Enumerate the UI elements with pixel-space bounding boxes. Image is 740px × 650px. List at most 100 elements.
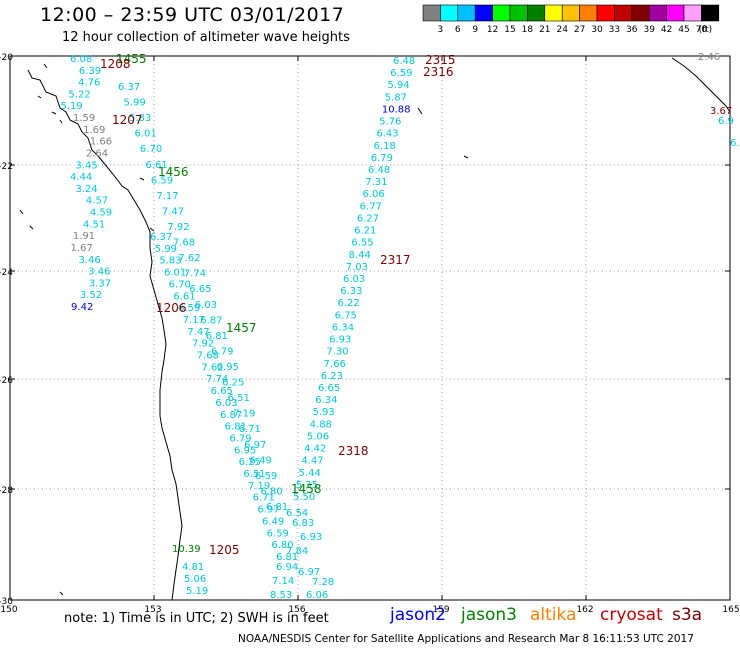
east-track-value: 6.06	[362, 189, 384, 200]
east-track-value: 5.94	[387, 80, 409, 91]
longitude-tick-label: 150	[0, 605, 17, 615]
legend-cryosat: cryosat	[600, 605, 663, 625]
east-track-value: 6.77	[360, 201, 382, 212]
east-track-value: 4.88	[310, 419, 332, 430]
diagonal-track-value: 6.65	[189, 284, 211, 295]
bottom-track-value: 6.93	[300, 532, 322, 543]
coastal-track-value: 4.51	[83, 219, 105, 230]
diagonal-track-value: 6.25	[239, 457, 261, 468]
coastal-track-value: 3.24	[76, 184, 98, 195]
diagonal-track-value: 6.71	[253, 493, 275, 504]
diagonal-track-value: 5.99	[123, 98, 145, 109]
coastal-track-value: 3.45	[75, 160, 97, 171]
longitude-tick-label: 162	[576, 605, 593, 615]
east-track-value: 6.48	[393, 56, 415, 67]
coastal-track-value: 4.76	[78, 78, 100, 89]
colorbar-swatch	[614, 4, 633, 22]
east-track-value: 10.88	[382, 104, 411, 115]
east-track-value: 6.34	[332, 322, 354, 333]
bottom-track-value: 7.28	[312, 577, 334, 588]
colorbar-swatch	[701, 4, 720, 22]
coastal-track-value: 1.67	[71, 243, 93, 254]
diagonal-track-value: 6.59	[151, 175, 173, 186]
diagonal-track-value: 5.83	[159, 256, 181, 267]
east-track-value: 5.35	[296, 480, 318, 491]
bottom-track-value: 7.14	[272, 576, 294, 587]
diagonal-track-value: 6.59	[178, 303, 200, 314]
coastal-track-value: 1.59	[73, 113, 95, 124]
east-track-value: 5.87	[385, 92, 407, 103]
diagonal-track-value: 6.49	[250, 455, 272, 466]
diagonal-track-value: 6.87	[200, 315, 222, 326]
coastal-track-value: 5.19	[60, 101, 82, 112]
bottom-track-value: 10.39	[172, 544, 201, 555]
coastal-track-value: 4.59	[90, 208, 112, 219]
diagonal-track-value: 6.59	[267, 528, 289, 539]
diagonal-track-value: 6.51	[243, 469, 265, 480]
pass-label-1208: 1208	[100, 57, 131, 71]
colorbar-label: 30	[591, 25, 603, 35]
east-track-value: 7.03	[346, 262, 368, 273]
edge-track-value: 6.	[730, 138, 740, 149]
colorbar-label: 6	[455, 25, 461, 35]
diagonal-track-value: 6.01	[164, 268, 186, 279]
east-track-value: 6.03	[343, 274, 365, 285]
latitude-tick-label: -30	[0, 597, 13, 607]
bottom-track-value: 6.54	[286, 508, 308, 519]
diagonal-track-value: 6.71	[239, 424, 261, 435]
diagonal-track-value: 6.70	[140, 144, 162, 155]
pass-label-2318: 2318	[338, 444, 369, 458]
diagonal-track-value: 6.49	[262, 516, 284, 527]
colorbar-swatch	[527, 4, 546, 22]
pass-label-1455: 1455	[116, 52, 147, 66]
colorbar-label: 24	[556, 25, 568, 35]
diagonal-track-value: 7.17	[183, 315, 205, 326]
east-track-value: 7.31	[365, 177, 387, 188]
colorbar-label: 15	[504, 25, 515, 35]
diagonal-track-value: 7.92	[167, 222, 189, 233]
diagonal-track-value: 6.03	[195, 300, 217, 311]
east-track-value: 6.22	[337, 298, 359, 309]
colorbar-label: 42	[661, 25, 672, 35]
colorbar-swatch	[596, 4, 615, 22]
east-track-value: 4.42	[304, 444, 326, 455]
colorbar-swatch	[631, 4, 650, 22]
coastal-track-value: 9.42	[71, 302, 93, 313]
coastline	[19, 57, 731, 601]
diagonal-track-value: 6.80	[271, 540, 293, 551]
diagonal-track-value: 6.59	[255, 471, 277, 482]
island-outline	[29, 225, 34, 230]
bottom-track-value: 5.06	[184, 574, 206, 585]
colorbar-label: 33	[609, 25, 620, 35]
latitude-tick-label: -22	[0, 162, 13, 172]
coastal-track-value: 3.37	[89, 278, 111, 289]
coastal-track-value: 3.46	[88, 267, 110, 278]
edge-track-value: 3.67	[710, 106, 732, 117]
colorbar-swatch	[683, 4, 702, 22]
east-track-value: 6.23	[321, 371, 343, 382]
longitude-tick-label: 159	[432, 605, 449, 615]
diagonal-track-value: 6.95	[234, 445, 256, 456]
diagonal-track-value: 6.81	[225, 422, 247, 433]
longitude-tick-label: 165	[722, 605, 739, 615]
east-track-value: 6.55	[351, 238, 373, 249]
coastal-track-value: 1.66	[90, 137, 112, 148]
bottom-track-value: 5.19	[186, 586, 208, 597]
edge-track-value: 2.46	[698, 52, 720, 63]
diagonal-track-value: 6.80	[261, 486, 283, 497]
diagonal-track-value: 6.70	[169, 279, 191, 290]
diagonal-track-value: 5.99	[155, 244, 177, 255]
diagonal-track-value: 7.68	[197, 351, 219, 362]
diagonal-track-value: 6.81	[276, 552, 298, 563]
bottom-track-value: 7.84	[286, 546, 308, 557]
diagonal-track-value: 5.83	[129, 113, 151, 124]
island-outline	[51, 111, 57, 115]
colorbar-swatch	[509, 4, 528, 22]
map-title: 12:00 – 23:59 UTC 03/01/2017	[40, 4, 345, 26]
diagonal-track-value: 7.47	[187, 327, 209, 338]
diagonal-track-value: 7.19	[233, 409, 255, 420]
longitude-tick-label: 153	[144, 605, 161, 615]
east-track-value: 5.50	[293, 492, 315, 503]
latitude-tick-label: -28	[0, 486, 13, 496]
diagonal-track-value: 6.61	[145, 160, 167, 171]
